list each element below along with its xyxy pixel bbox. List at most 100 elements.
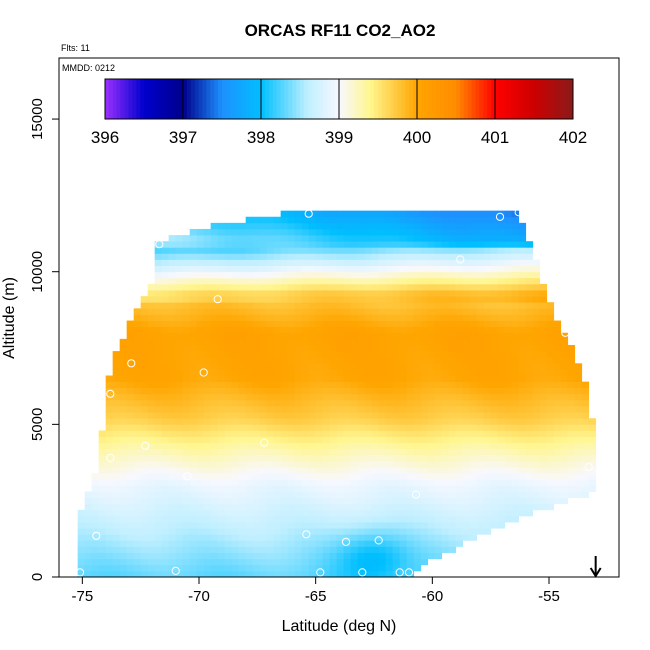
heatmap-cell [91, 540, 100, 547]
heatmap-cell [182, 418, 191, 425]
heatmap-cell [574, 381, 583, 389]
heatmap-cell [140, 460, 149, 468]
heatmap-cell [301, 357, 310, 364]
heatmap-cell [532, 265, 541, 273]
heatmap-cell [441, 497, 450, 505]
heatmap-cell [196, 412, 205, 419]
heatmap-cell [308, 485, 317, 492]
colorbar-segment [183, 79, 188, 119]
heatmap-cell [448, 454, 457, 462]
heatmap-cell [315, 448, 324, 456]
heatmap-cell [161, 399, 170, 407]
heatmap-cell [378, 314, 387, 321]
heatmap-cell [231, 528, 240, 535]
heatmap-cell [413, 344, 422, 352]
heatmap-cell [294, 351, 303, 358]
heatmap-cell [175, 314, 184, 321]
heatmap-cell [119, 515, 128, 523]
heatmap-cell [210, 363, 219, 370]
heatmap-cell [371, 290, 380, 297]
heatmap-cell [308, 534, 317, 541]
heatmap-cell [525, 253, 534, 260]
heatmap-cell [469, 235, 478, 242]
heatmap-cell [301, 228, 310, 236]
heatmap-cell [231, 357, 240, 364]
heatmap-cell [413, 491, 422, 499]
heatmap-cell [210, 320, 219, 328]
heatmap-cell [252, 290, 261, 297]
heatmap-cell [154, 290, 163, 297]
heatmap-cell [392, 460, 401, 468]
heatmap-cell [413, 247, 422, 254]
heatmap-cell [483, 247, 492, 254]
heatmap-cell [238, 259, 247, 266]
heatmap-cell [301, 253, 310, 260]
heatmap-cell [322, 326, 331, 334]
heatmap-cell [224, 387, 233, 395]
heatmap-cell [287, 442, 296, 450]
heatmap-cell [469, 424, 478, 431]
heatmap-cell [448, 503, 457, 511]
heatmap-cell [357, 332, 366, 340]
heatmap-cell [273, 564, 282, 572]
heatmap-cell [266, 528, 275, 535]
heatmap-cell [322, 491, 331, 499]
heatmap-cell [364, 381, 373, 389]
heatmap-cell [448, 485, 457, 492]
heatmap-cell [532, 503, 541, 511]
heatmap-cell [287, 546, 296, 553]
heatmap-cell [350, 216, 359, 224]
heatmap-cell [385, 247, 394, 254]
heatmap-cell [336, 540, 345, 547]
heatmap-cell [441, 454, 450, 462]
heatmap-cell [504, 277, 513, 285]
heatmap-cell [476, 454, 485, 462]
heatmap-cell [364, 509, 373, 517]
heatmap-cell [266, 509, 275, 517]
heatmap-cell [224, 460, 233, 468]
heatmap-cell [448, 522, 457, 529]
heatmap-cell [315, 473, 324, 480]
heatmap-cell [266, 546, 275, 553]
heatmap-cell [175, 369, 184, 376]
heatmap-cell [119, 552, 128, 560]
colorbar-segment [214, 79, 219, 119]
heatmap-cell [434, 357, 443, 364]
heatmap-cell [252, 265, 261, 273]
heatmap-cell [546, 412, 555, 419]
heatmap-cell [280, 326, 289, 334]
heatmap-cell [315, 296, 324, 303]
heatmap-cell [161, 473, 170, 480]
heatmap-cell [336, 290, 345, 297]
heatmap-cell [217, 418, 226, 425]
heatmap-cell [406, 485, 415, 492]
heatmap-cell [525, 375, 534, 383]
heatmap-cell [98, 570, 107, 578]
heatmap-cell [371, 448, 380, 456]
colorbar-segment [561, 79, 566, 119]
heatmap-cell [91, 491, 100, 499]
heatmap-cell [287, 552, 296, 560]
heatmap-cell [371, 381, 380, 389]
heatmap-cell [567, 485, 576, 492]
heatmap-cell [413, 534, 422, 541]
heatmap-cell [357, 351, 366, 358]
heatmap-cell [322, 296, 331, 303]
heatmap-cell [119, 503, 128, 511]
heatmap-cell [448, 344, 457, 352]
heatmap-cell [511, 247, 520, 254]
heatmap-cell [175, 283, 184, 291]
heatmap-cell [455, 491, 464, 499]
heatmap-cell [238, 357, 247, 364]
heatmap-cell [336, 387, 345, 395]
heatmap-cell [280, 216, 289, 224]
heatmap-cell [224, 570, 233, 578]
heatmap-cell [105, 424, 114, 431]
x-axis-label: Latitude (deg N) [282, 618, 397, 635]
heatmap-cell [399, 454, 408, 462]
heatmap-cell [539, 338, 548, 346]
heatmap-cell [455, 363, 464, 370]
heatmap-cell [105, 473, 114, 480]
heatmap-cell [385, 320, 394, 328]
heatmap-cell [560, 418, 569, 425]
